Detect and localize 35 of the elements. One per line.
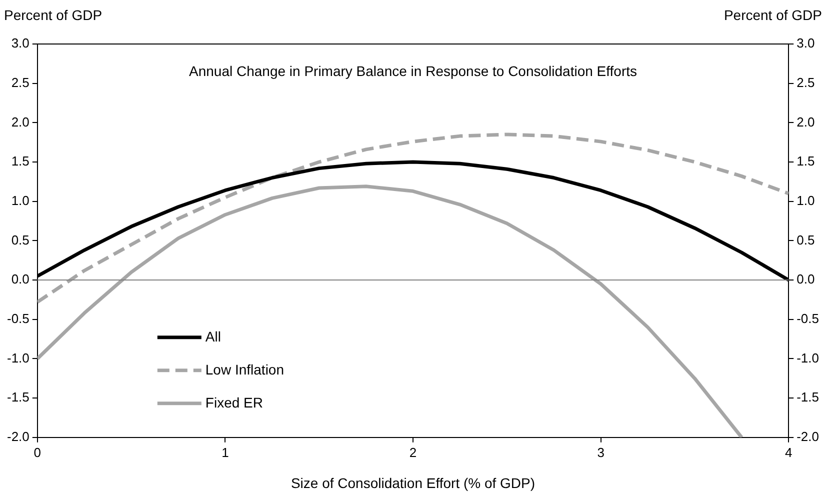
text: Annual Change in Primary Balance in Response to Consolidation Efforts xyxy=(189,63,637,79)
x-axis-title: Size of Consolidation Effort (% of GDP) xyxy=(290,475,536,491)
y2-tick-label: 2.0 xyxy=(796,114,815,130)
y-axis-title: Percent of GDP xyxy=(4,7,102,23)
y2-tick-label: 0.5 xyxy=(796,232,815,248)
line-series xyxy=(37,132,789,304)
x-tick-label: 2 xyxy=(409,444,417,460)
y-tick-label: -2.0 xyxy=(6,428,30,444)
y-tick-label: -1.0 xyxy=(6,350,30,366)
x-tick-label: 3 xyxy=(597,444,604,460)
x-tick-label: 1 xyxy=(222,444,229,460)
y-tick-label: 1.5 xyxy=(11,154,30,169)
y2-tick-label: 3.0 xyxy=(796,36,815,51)
y2-tick-label: -1.0 xyxy=(796,350,820,366)
x-tick-label: 4 xyxy=(784,444,792,460)
y-tick-label: 0.5 xyxy=(11,232,30,248)
y2-tick-label: -0.5 xyxy=(796,310,820,326)
x-tick-label: 0 xyxy=(34,444,42,460)
y2-tick-label: 2.5 xyxy=(796,74,815,90)
y-tick-label: 2.0 xyxy=(11,114,30,130)
y2-tick-label: 1.0 xyxy=(796,192,815,208)
y-tick-label: 3.0 xyxy=(11,36,30,51)
y-tick-label: 1.0 xyxy=(11,192,30,208)
y2-tick-label: -2.0 xyxy=(796,428,820,444)
y-tick-label: 2.5 xyxy=(11,74,30,90)
y2-tick-label: 1.5 xyxy=(796,154,815,169)
y2-axis-title: Percent of GDP xyxy=(724,7,822,23)
y-tick-label: 0.0 xyxy=(11,272,30,287)
y2-tick-label: 0.0 xyxy=(796,272,815,287)
y-tick-label: -0.5 xyxy=(6,310,30,326)
legend-label: Low Inflation xyxy=(205,361,284,378)
y2-tick-label: -1.5 xyxy=(796,390,820,405)
legend-label: Fixed ER xyxy=(205,394,263,410)
y-tick-label: -1.5 xyxy=(6,390,30,405)
legend-label: All xyxy=(205,328,221,344)
